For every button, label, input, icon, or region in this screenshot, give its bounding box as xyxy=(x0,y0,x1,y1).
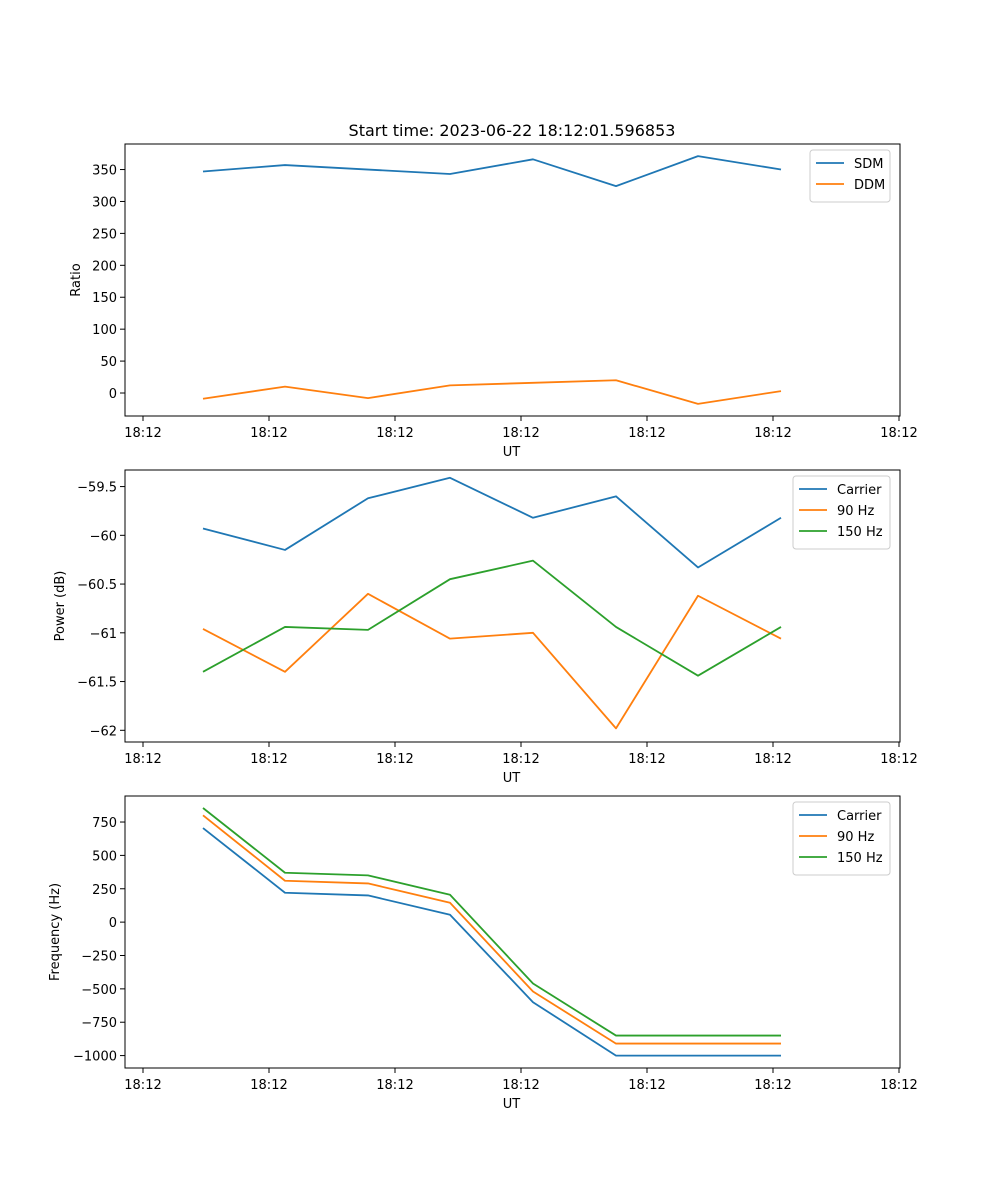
x-tick-label: 18:12 xyxy=(376,426,413,441)
y-tick-label: −61.5 xyxy=(77,676,117,691)
x-tick-label: 18:12 xyxy=(754,426,791,441)
y-tick-label: −59.5 xyxy=(77,481,117,496)
axes-frame xyxy=(124,143,901,417)
subplot-3: −1000 −750 −500 −250 0 250 500 750 18:12 18:12 18:… xyxy=(48,795,918,1112)
x-tick-label: 18:12 xyxy=(502,426,539,441)
x-axis-label: UT xyxy=(503,445,521,460)
x-tick-label: 18:12 xyxy=(880,1078,917,1093)
y-tick-label: 50 xyxy=(100,355,117,370)
y-tick-label: 150 xyxy=(92,291,117,306)
series-line-90-hz xyxy=(202,814,781,1045)
legend: Carrier 90 Hz 150 Hz xyxy=(792,475,891,550)
x-tick-label: 18:12 xyxy=(754,1078,791,1093)
series-line-150-hz xyxy=(202,559,782,677)
x-tick-label: 18:12 xyxy=(502,1078,539,1093)
y-tick-label: 100 xyxy=(92,323,117,338)
x-axis-label: UT xyxy=(503,1097,521,1112)
legend-label: 150 Hz xyxy=(837,851,883,866)
x-tick-label: 18:12 xyxy=(376,1078,413,1093)
x-tick-label: 18:12 xyxy=(250,426,287,441)
x-tick-label: 18:12 xyxy=(502,752,539,767)
legend-label: 90 Hz xyxy=(837,504,874,519)
y-tick-label: −250 xyxy=(81,949,117,964)
y-tick-label: −1000 xyxy=(73,1050,117,1065)
y-tick-label: 350 xyxy=(92,164,117,179)
legend-label: 150 Hz xyxy=(837,525,883,540)
x-tick-label: 18:12 xyxy=(628,1078,665,1093)
series-line-ddm xyxy=(202,379,782,405)
y-tick-label: −500 xyxy=(81,983,117,998)
y-tick-label: −60 xyxy=(90,529,117,544)
x-tick-label: 18:12 xyxy=(880,752,917,767)
y-axis-label: Frequency (Hz) xyxy=(48,883,63,981)
legend-label: Carrier xyxy=(837,809,882,824)
x-tick-label: 18:12 xyxy=(880,426,917,441)
y-axis-label: Ratio xyxy=(69,263,84,296)
x-tick-label: 18:12 xyxy=(754,752,791,767)
legend-label: DDM xyxy=(854,178,885,193)
legend-label: SDM xyxy=(854,157,883,172)
x-tick-label: 18:12 xyxy=(628,752,665,767)
x-tick-label: 18:12 xyxy=(376,752,413,767)
y-tick-label: 300 xyxy=(92,195,117,210)
y-tick-label: −62 xyxy=(90,724,117,739)
y-tick-label: 200 xyxy=(92,259,117,274)
y-tick-label: −61 xyxy=(90,627,117,642)
legend-label: 90 Hz xyxy=(837,830,874,845)
series-line-90-hz xyxy=(202,592,782,730)
y-tick-label: 0 xyxy=(109,916,117,931)
series-line-150-hz xyxy=(202,807,781,1037)
subplots: 0 50 100 150 200 250 300 350 18:12 18:12 18:12 18:1… xyxy=(48,143,918,1112)
x-tick-label: 18:12 xyxy=(124,426,161,441)
legend-label: Carrier xyxy=(837,483,882,498)
y-tick-label: −750 xyxy=(81,1016,117,1031)
y-axis-label: Power (dB) xyxy=(53,571,68,642)
x-axis-label: UT xyxy=(503,771,521,786)
legend: SDM DDM xyxy=(809,149,891,203)
y-tick-label: 500 xyxy=(92,849,117,864)
axes-frame xyxy=(124,469,901,743)
x-tick-label: 18:12 xyxy=(250,1078,287,1093)
y-tick-label: 0 xyxy=(109,387,117,402)
x-tick-label: 18:12 xyxy=(250,752,287,767)
x-tick-label: 18:12 xyxy=(628,426,665,441)
axes-frame xyxy=(124,795,901,1069)
y-tick-label: 750 xyxy=(92,816,117,831)
figure-title: Start time: 2023-06-22 18:12:01.596853 xyxy=(349,121,676,140)
series-line-carrier xyxy=(202,827,781,1057)
y-tick-label: −60.5 xyxy=(77,578,117,593)
y-tick-label: 250 xyxy=(92,227,117,242)
series-line-sdm xyxy=(202,155,782,188)
y-tick-label: 250 xyxy=(92,883,117,898)
series-line-carrier xyxy=(202,476,782,569)
legend: Carrier 90 Hz 150 Hz xyxy=(792,801,891,876)
subplot-2: −62 −61.5 −61 −60.5 −60 −59.5 18:12 18:12 18:12 1… xyxy=(53,469,918,786)
subplot-1: 0 50 100 150 200 250 300 350 18:12 18:12 18:12 18:1… xyxy=(69,143,918,460)
x-tick-label: 18:12 xyxy=(124,752,161,767)
x-tick-label: 18:12 xyxy=(124,1078,161,1093)
